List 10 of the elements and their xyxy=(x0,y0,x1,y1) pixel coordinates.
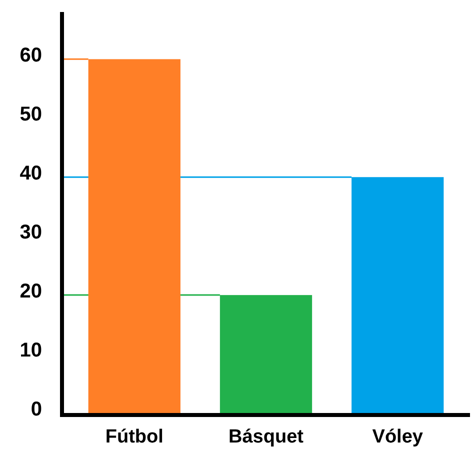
y-tick-label: 20 xyxy=(20,280,42,302)
y-tick-label: 10 xyxy=(20,339,42,362)
x-tick-label: Vóley xyxy=(372,426,424,448)
y-tick-label: 40 xyxy=(20,162,42,185)
y-tick-label: 50 xyxy=(20,104,42,126)
y-tick-label: 60 xyxy=(20,44,42,67)
y-tick-label: 0 xyxy=(30,398,42,420)
x-tick-label: Fútbol xyxy=(105,426,164,448)
y-tick-label: 30 xyxy=(20,221,42,244)
x-tick-label: Básquet xyxy=(228,426,304,448)
